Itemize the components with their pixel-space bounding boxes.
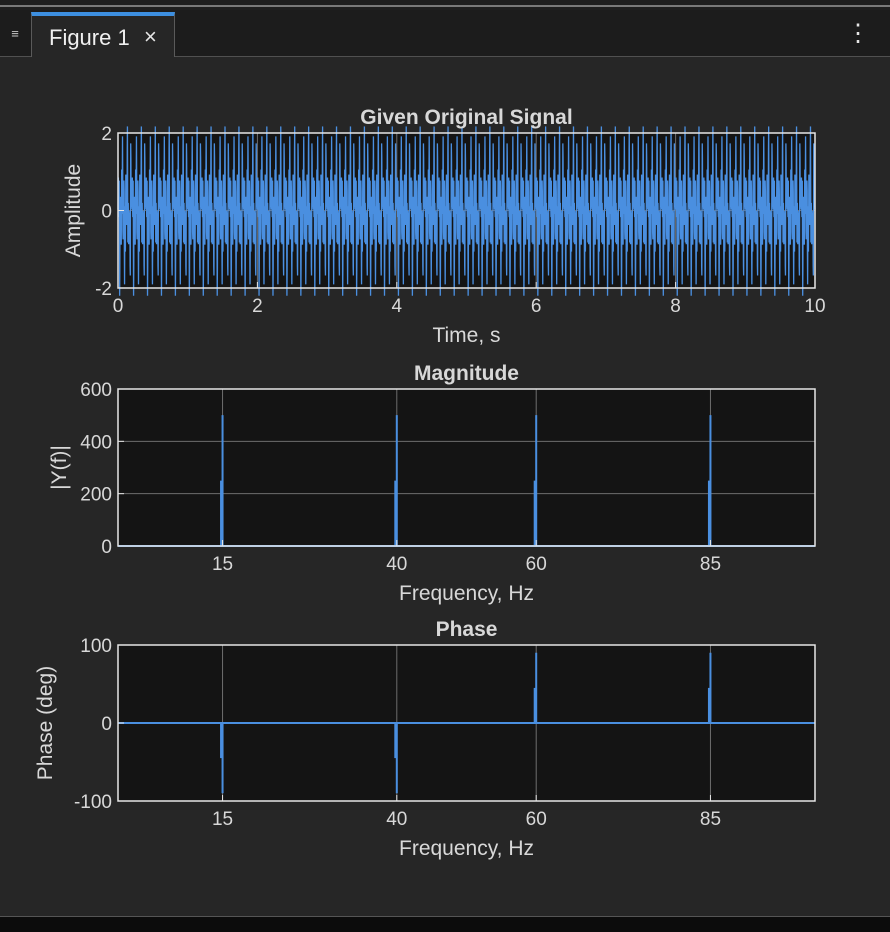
plot-3-x-tick-label: 15 <box>212 809 233 830</box>
plot-2-y-axis-label: |Y(f)| <box>48 445 71 490</box>
figure-tab-bar: ≡ Figure 1 × ⋮ <box>0 10 890 57</box>
plot-3-y-axis-label: Phase (deg) <box>34 666 57 780</box>
plot-1-x-tick-label: 8 <box>670 296 681 317</box>
plot-3-x-axis-label: Frequency, Hz <box>399 837 534 860</box>
plot-2-y-tick-label: 200 <box>80 485 112 506</box>
window-top-rule <box>0 5 890 7</box>
plot-1-x-tick-label: 2 <box>252 296 263 317</box>
plot-3-x-tick-label: 60 <box>526 809 547 830</box>
tab-label: Figure 1 <box>49 25 130 50</box>
plot-1-signal-line <box>117 126 816 296</box>
plot-3-x-tick-label: 40 <box>386 809 407 830</box>
plot-2-y-tick-label: 0 <box>101 537 112 558</box>
plot-3-title: Phase <box>436 618 498 641</box>
plot-1-x-tick-label: 10 <box>804 296 825 317</box>
plot-1-x-tick-label: 6 <box>531 296 542 317</box>
plot-1-y-tick-label: 0 <box>101 202 112 223</box>
plot-2-x-tick-label: 15 <box>212 554 233 575</box>
plot-2-y-tick-label: 400 <box>80 432 112 453</box>
tab-figure-1[interactable]: Figure 1 × <box>31 12 175 57</box>
close-icon[interactable]: × <box>144 24 157 49</box>
vertical-ellipsis-icon[interactable]: ⋮ <box>846 20 870 47</box>
plot-1-title: Given Original Signal <box>360 106 572 129</box>
plot-1-y-tick-label: 2 <box>101 124 112 145</box>
plot-2-x-tick-label: 40 <box>386 554 407 575</box>
plot-2-axes-background <box>118 389 815 546</box>
plot-1-x-axis-label: Time, s <box>432 324 500 347</box>
plot-1-y-axis-label: Amplitude <box>62 164 85 257</box>
plot-3-y-tick-label: 0 <box>101 714 112 735</box>
plot-2-axes-box <box>117 388 816 547</box>
plot-2-x-axis-label: Frequency, Hz <box>399 582 534 605</box>
plot-1-x-tick-label: 0 <box>113 296 124 317</box>
plot-2-x-tick-label: 85 <box>700 554 721 575</box>
plot-2-y-tick-label: 600 <box>80 380 112 401</box>
plot-3-y-tick-label: 100 <box>80 636 112 657</box>
plot-3-y-tick-label: -100 <box>74 792 112 813</box>
plot-3-x-tick-label: 85 <box>700 809 721 830</box>
bottom-status-bar <box>0 916 890 932</box>
plot-1-x-tick-label: 4 <box>392 296 403 317</box>
plot-2-title: Magnitude <box>414 362 519 385</box>
plot-2-x-tick-label: 60 <box>526 554 547 575</box>
hamburger-menu-icon[interactable]: ≡ <box>11 26 19 41</box>
plot-1-y-tick-label: -2 <box>95 279 112 300</box>
window-top-edge <box>0 0 890 10</box>
